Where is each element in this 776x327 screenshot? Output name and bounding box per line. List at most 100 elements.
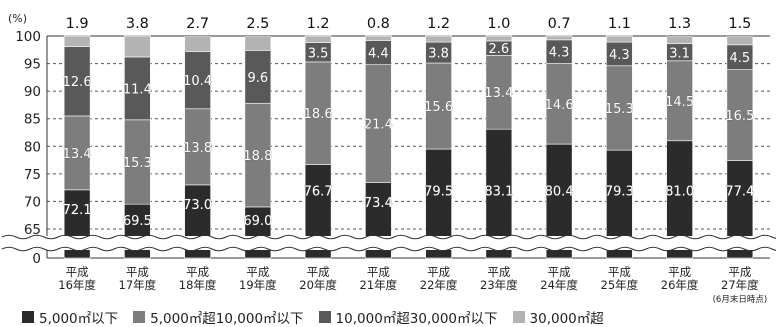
bar-segment [304, 61, 332, 165]
data-label: 4.3 [609, 48, 630, 63]
bar-segment [365, 35, 392, 41]
data-label: 18.6 [304, 107, 333, 122]
bar-segment [63, 35, 91, 47]
axis-break-line [1, 246, 776, 252]
x-tick-label: 16年度 [58, 278, 96, 292]
x-tick-label: 平成 [668, 265, 691, 279]
x-tick-label: 平成 [186, 265, 209, 279]
data-label-top: 1.5 [728, 16, 751, 32]
legend-swatch [133, 311, 146, 323]
legend-swatch [318, 311, 331, 323]
data-label: 13.4 [63, 147, 92, 162]
axis-break-band [0, 236, 776, 250]
x-tick-label: 平成 [427, 265, 450, 279]
x-tick-label: (6月末日時点) [713, 294, 768, 305]
data-label-top: 1.2 [427, 16, 450, 32]
bar-segment [244, 50, 272, 104]
legend: 5,000㎡以下 5,000㎡超10,000㎡以下 10,000㎡超30,000㎡以… [22, 307, 619, 327]
bar-segment [244, 102, 272, 208]
bar-segment [606, 35, 633, 43]
data-label: 73.0 [183, 198, 212, 213]
data-label: 13.8 [183, 141, 212, 156]
data-label: 81.0 [665, 184, 694, 199]
data-label: 18.8 [243, 149, 272, 164]
data-label: 3.8 [428, 47, 449, 62]
legend-item: 10,000㎡超30,000㎡以下 [318, 307, 498, 327]
bar-segment [726, 36, 754, 46]
data-label: 83.1 [484, 184, 513, 199]
bar-segment [244, 36, 272, 51]
x-tick-label: 26年度 [661, 278, 699, 292]
stacked-bar-chart: (%)100959085807570650平成16年度平成17年度平成18年度平… [0, 12, 776, 305]
data-label: 4.5 [730, 51, 751, 66]
data-label: 79.3 [605, 184, 634, 199]
data-label-top: 2.5 [246, 16, 269, 32]
bar-segment [124, 35, 151, 58]
bar-segment [545, 63, 573, 145]
data-label: 69.0 [243, 214, 272, 229]
legend-item: 5,000㎡以下 [22, 307, 118, 327]
bar-segment [63, 115, 91, 191]
legend-label: 10,000㎡超30,000㎡以下 [335, 311, 498, 327]
bar-segment [184, 36, 211, 52]
bar-segment [726, 69, 754, 161]
y-tick-label: 85 [24, 112, 41, 128]
data-label: 69.5 [123, 214, 152, 229]
bar-segment [365, 40, 392, 65]
y-tick-label: 65 [24, 222, 41, 238]
x-tick-label: 18年度 [179, 278, 217, 292]
data-label-top: 1.2 [307, 16, 330, 32]
data-label: 80.4 [545, 184, 574, 199]
x-tick-label: 24年度 [540, 278, 578, 292]
legend-label: 5,000㎡以下 [39, 311, 119, 327]
x-tick-label: 平成 [728, 265, 751, 279]
data-label: 77.4 [725, 184, 754, 199]
data-label-top: 2.7 [186, 16, 209, 32]
data-label: 79.5 [424, 184, 453, 199]
data-label: 3.5 [308, 46, 329, 61]
bar-segment [304, 35, 332, 43]
axis-break-line [1, 234, 776, 240]
legend-item: 5,000㎡超10,000㎡以下 [133, 307, 304, 327]
bar-segment [666, 36, 693, 45]
x-tick-label: 平成 [608, 265, 631, 279]
data-label-top: 1.0 [487, 16, 510, 32]
data-label-top: 1.1 [608, 16, 631, 32]
data-label: 4.3 [549, 46, 570, 61]
bar-segment [124, 56, 151, 121]
x-tick-label: 27年度 [721, 278, 759, 292]
y-tick-label: 70 [24, 194, 41, 210]
data-label: 15.6 [424, 100, 453, 115]
x-tick-label: 21年度 [360, 278, 398, 292]
data-label-top: 1.3 [668, 16, 691, 32]
legend-label: 5,000㎡超10,000㎡以下 [150, 311, 304, 327]
data-label: 13.4 [484, 86, 513, 101]
data-label: 14.6 [545, 98, 574, 113]
x-tick-label: 平成 [246, 265, 269, 279]
bar-segment [726, 44, 754, 70]
data-label: 76.7 [304, 184, 333, 199]
x-tick-label: 25年度 [601, 278, 639, 292]
data-label-top: 0.7 [548, 16, 571, 32]
bar-segment [425, 35, 452, 43]
x-tick-label: 平成 [126, 265, 149, 279]
data-label-top: 0.8 [367, 16, 390, 32]
x-tick-label: 17年度 [119, 278, 157, 292]
bar-segment [124, 119, 151, 205]
data-label: 3.1 [669, 46, 690, 61]
x-tick-label: 平成 [487, 265, 510, 279]
x-tick-label: 23年度 [480, 278, 518, 292]
x-tick-label: 22年度 [420, 278, 458, 292]
y-unit-label: (%) [8, 12, 27, 25]
data-label: 21.4 [364, 118, 393, 133]
y-tick-label: 100 [15, 29, 41, 45]
y-tick-label: 95 [24, 57, 41, 73]
x-tick-label: 19年度 [239, 278, 277, 292]
x-tick-label: 平成 [548, 265, 571, 279]
data-label: 14.5 [665, 95, 694, 110]
bar-segment [63, 46, 91, 117]
data-label: 2.6 [489, 42, 510, 57]
bar-segment [545, 35, 573, 41]
x-tick-label: 20年度 [299, 278, 337, 292]
